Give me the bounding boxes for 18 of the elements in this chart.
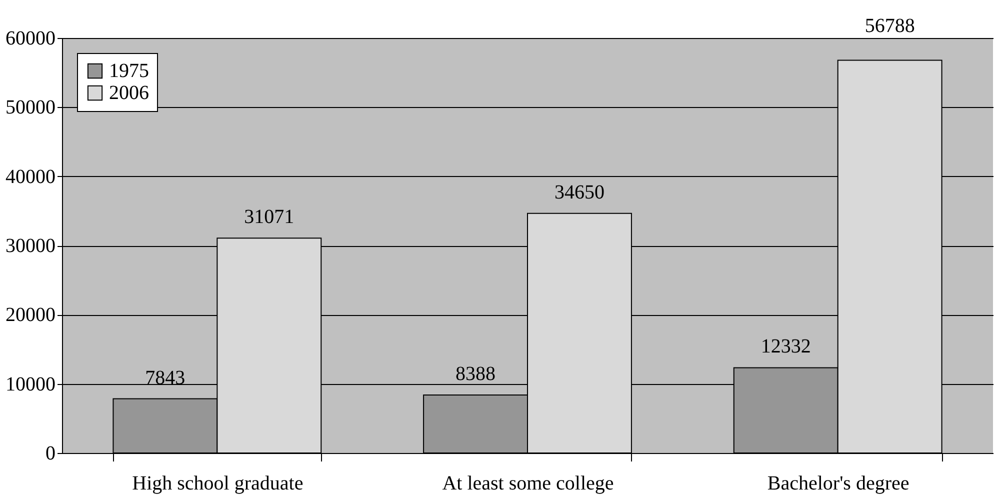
data-label: 8388 <box>456 362 496 385</box>
data-label: 7843 <box>145 366 186 389</box>
legend-label: 2006 <box>109 82 149 104</box>
x-tick-label: Bachelor's degree <box>767 472 910 494</box>
legend-label: 1975 <box>109 60 149 82</box>
data-label: 31071 <box>244 206 294 228</box>
y-tick-label: 60000 <box>6 28 56 50</box>
y-tick-label: 10000 <box>6 373 56 396</box>
data-label: 34650 <box>554 181 604 204</box>
y-tick-label: 30000 <box>6 235 56 257</box>
data-label: 12332 <box>760 336 811 358</box>
y-tick-label: 50000 <box>6 96 56 119</box>
y-tick-label: 40000 <box>6 166 56 188</box>
y-tick-label: 0 <box>46 442 56 464</box>
x-tick-label: At least some college <box>442 472 614 494</box>
data-label: 56788 <box>864 15 915 38</box>
x-tick-label: High school graduate <box>132 472 304 494</box>
y-tick-label: 20000 <box>6 304 56 326</box>
